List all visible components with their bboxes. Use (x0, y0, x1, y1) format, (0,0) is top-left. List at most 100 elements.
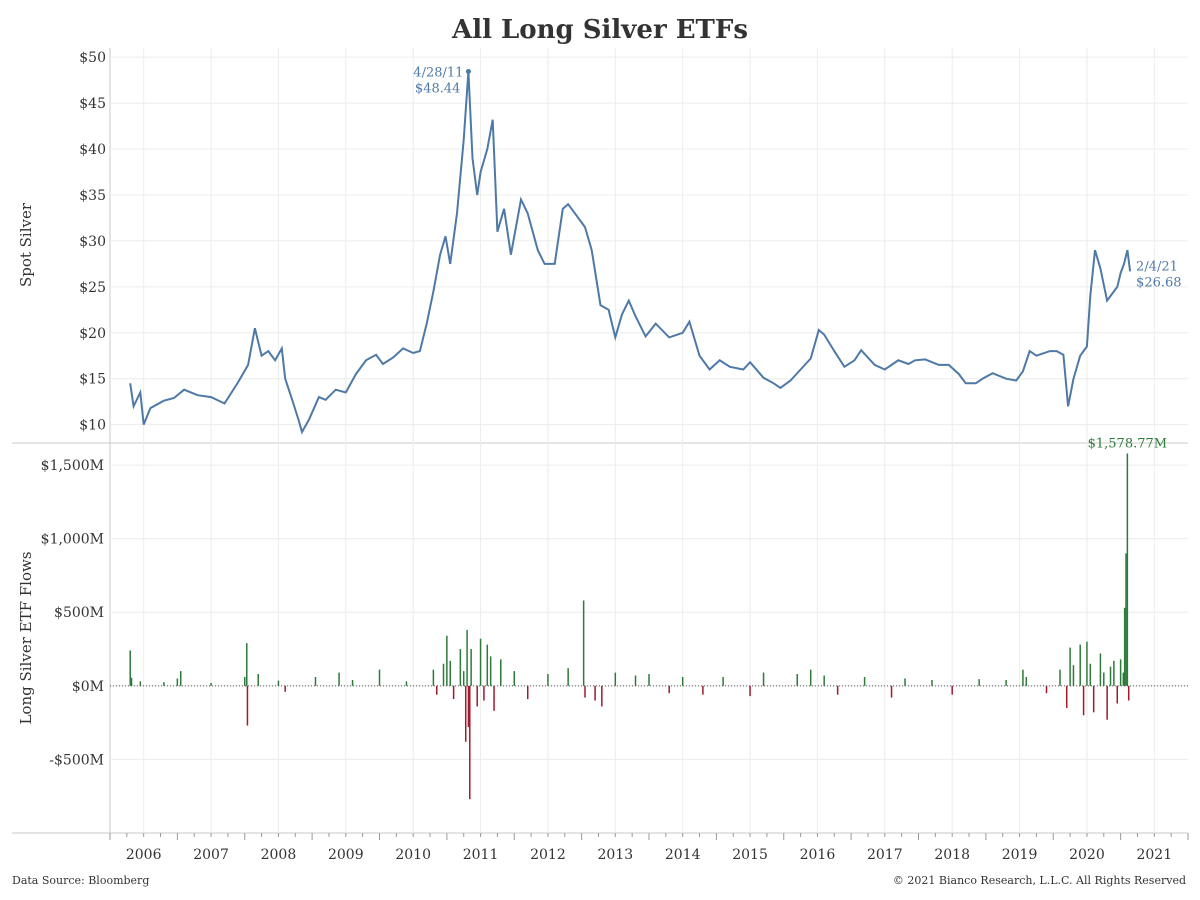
flow-bar (459, 649, 462, 686)
flow-bar (432, 669, 435, 686)
x-tick-label: 2019 (1002, 847, 1038, 863)
x-tick-label: 2015 (732, 847, 768, 863)
flow-bar (464, 685, 467, 742)
y-tick-label: $10 (79, 418, 106, 434)
flow-bar (904, 678, 906, 686)
bottom-y-tick-labels: -$500M $0M $500M $1,000M $1,500M (41, 458, 104, 768)
flow-bar (1079, 644, 1081, 686)
flow-bar (584, 685, 586, 698)
x-tick-labels: 2006 2007 2008 2009 2010 2011 2012 2013 2014 2015… (109, 833, 1189, 863)
last-date-annotation: 2/4/21 (1136, 259, 1178, 274)
flow-bar (513, 671, 515, 686)
flow-bar (1122, 672, 1125, 686)
peak-marker (465, 69, 471, 75)
flow-bar (246, 685, 249, 726)
x-tick-label: 2007 (193, 847, 229, 863)
flow-bar (1086, 641, 1088, 686)
flow-bar (1069, 647, 1071, 686)
flow-bar (277, 680, 280, 686)
flow-bar (836, 685, 839, 695)
flow-bars (129, 453, 1130, 800)
last-value-annotation: $26.68 (1136, 275, 1182, 290)
x-tick-label: 2010 (395, 847, 431, 863)
flow-bar (1113, 660, 1115, 686)
x-tick-label: 2017 (867, 847, 903, 863)
flow-bar (139, 681, 142, 686)
x-tick-label: 2014 (665, 847, 701, 863)
flow-bar (890, 685, 893, 698)
y-tick-label: $50 (79, 50, 106, 66)
x-tick-label: 2013 (597, 847, 633, 863)
flow-bar (479, 638, 482, 686)
flow-bar (446, 635, 448, 686)
bottom-y-axis-label: Long Silver ETF Flows (17, 551, 35, 724)
flow-bar (1109, 666, 1112, 686)
flow-bar (1045, 685, 1048, 694)
y-tick-label: $1,000M (41, 532, 104, 548)
flow-bar (863, 677, 866, 686)
flow-bar (823, 675, 825, 686)
copyright: © 2021 Bianco Research, L.L.C. All Right… (893, 874, 1186, 887)
flow-bar (1126, 453, 1129, 686)
x-tick-label: 2011 (463, 847, 499, 863)
top-y-axis-label: Spot Silver (17, 202, 35, 287)
flow-bar (1116, 685, 1119, 704)
flow-bar (1082, 685, 1085, 716)
flow-bar (405, 681, 408, 686)
flow-bar (1119, 659, 1122, 686)
flow-bar (809, 669, 812, 686)
x-tick-label: 2006 (126, 847, 162, 863)
flow-bar (526, 685, 529, 700)
data-source: Data Source: Bloomberg (12, 874, 149, 887)
flow-bar (1022, 669, 1024, 686)
flow-bar (483, 685, 485, 701)
flow-bar (796, 674, 798, 686)
flow-bar (1059, 669, 1061, 686)
flow-bar (762, 672, 765, 686)
flow-bar (314, 677, 317, 686)
flow-bar (594, 685, 596, 701)
flow-bar (1127, 685, 1130, 701)
flow-bar (749, 685, 751, 697)
panel-frames (12, 48, 1188, 834)
y-tick-label: $0M (72, 679, 104, 695)
flow-bar (470, 649, 472, 686)
flow-bar (1106, 685, 1108, 720)
top-y-tick-labels: $10 $15 $20 $25 $30 $35 $40 $45 $50 (79, 50, 106, 433)
flow-bar (338, 672, 340, 686)
flow-bar (469, 685, 471, 800)
x-tick-label: 2008 (261, 847, 297, 863)
x-tick-label: 2012 (530, 847, 566, 863)
flow-bar (257, 674, 259, 686)
bottom-gridlines (110, 443, 1188, 833)
flow-bar (1005, 679, 1007, 686)
y-tick-label: $30 (79, 234, 106, 250)
flow-bar (1065, 685, 1068, 708)
flow-bar (452, 685, 455, 700)
y-tick-label: $20 (79, 326, 106, 342)
flow-bar (668, 685, 670, 694)
flow-bar (702, 685, 704, 695)
flow-bar (176, 678, 179, 686)
flow-bar (466, 629, 468, 686)
flow-bar (442, 663, 445, 686)
x-tick-label: 2021 (1136, 847, 1172, 863)
flow-bar (351, 679, 354, 686)
flow-bar (378, 669, 381, 686)
flow-bar (130, 677, 133, 686)
x-tick-label: 2020 (1069, 847, 1105, 863)
flow-bar (1099, 653, 1102, 686)
flow-bar (978, 679, 980, 686)
flow-bar (246, 643, 248, 686)
flow-bar (500, 659, 502, 686)
flow-bar (722, 677, 724, 686)
flow-bar (489, 656, 492, 686)
flow-bar (462, 671, 465, 686)
flow-bar (476, 685, 478, 707)
flow-bar (467, 685, 470, 728)
flow-bar (1089, 663, 1092, 686)
x-tick-label: 2018 (934, 847, 970, 863)
flow-bar (648, 674, 650, 686)
flow-bar (1103, 672, 1105, 686)
